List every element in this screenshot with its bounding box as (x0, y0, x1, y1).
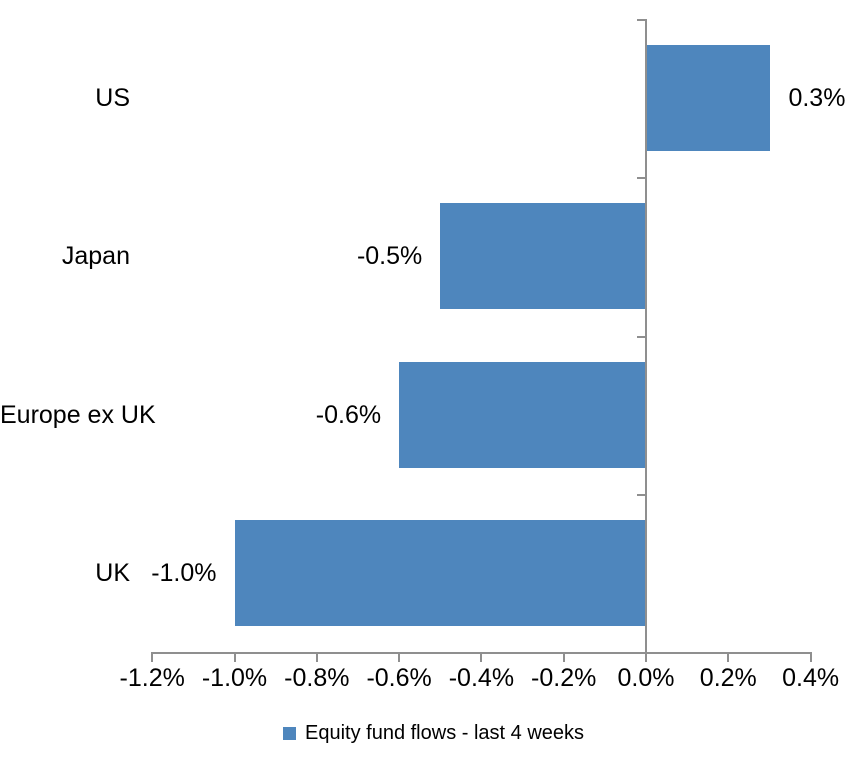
x-axis-tick-label: -0.2% (531, 664, 597, 692)
y-axis-tick (637, 177, 645, 180)
bar-uk (234, 519, 646, 626)
x-axis-tick-label: -1.2% (119, 664, 185, 692)
bar-us (647, 45, 771, 152)
data-label-uk: -1.0% (151, 558, 217, 587)
x-axis-tick (315, 652, 318, 662)
x-axis-tick-label: -0.8% (284, 664, 350, 692)
x-axis-tick (645, 652, 647, 662)
category-label-europe-ex-uk: Europe ex UK (0, 400, 156, 429)
legend: Equity fund flows - last 4 weeks (283, 720, 584, 746)
x-axis-tick (727, 652, 730, 662)
x-axis-tick (562, 652, 565, 662)
category-label-japan: Japan (61, 242, 130, 271)
legend-marker-icon (283, 726, 296, 740)
data-label-europe-ex-uk: -0.6% (315, 400, 382, 429)
legend-label: Equity fund flows - last 4 weeks (305, 722, 585, 744)
x-axis-tick-label: -0.4% (448, 664, 515, 692)
x-axis-tick-label: -0.6% (366, 664, 432, 692)
bar-japan (440, 203, 646, 310)
x-axis-tick-label: -1.0% (201, 664, 268, 692)
data-label-us: 0.3% (788, 84, 846, 113)
x-axis-tick-label: 0.2% (699, 664, 757, 692)
bar-europe-ex-uk (399, 361, 646, 468)
x-axis-tick (809, 652, 812, 662)
x-axis-tick (151, 652, 154, 662)
x-axis-tick (398, 652, 401, 662)
x-axis-tick-label: 0.4% (782, 664, 840, 692)
y-axis-tick (637, 493, 645, 496)
x-axis-tick (233, 652, 236, 662)
y-axis-line (645, 19, 647, 654)
y-axis-tick (637, 19, 645, 21)
x-axis-tick-label: 0.0% (617, 664, 675, 692)
category-label-us: US (95, 84, 130, 113)
data-label-japan: -0.5% (356, 242, 423, 271)
y-axis-tick (637, 652, 645, 654)
x-axis-tick (480, 652, 483, 662)
category-label-uk: UK (95, 558, 130, 587)
y-axis-tick (637, 335, 645, 338)
